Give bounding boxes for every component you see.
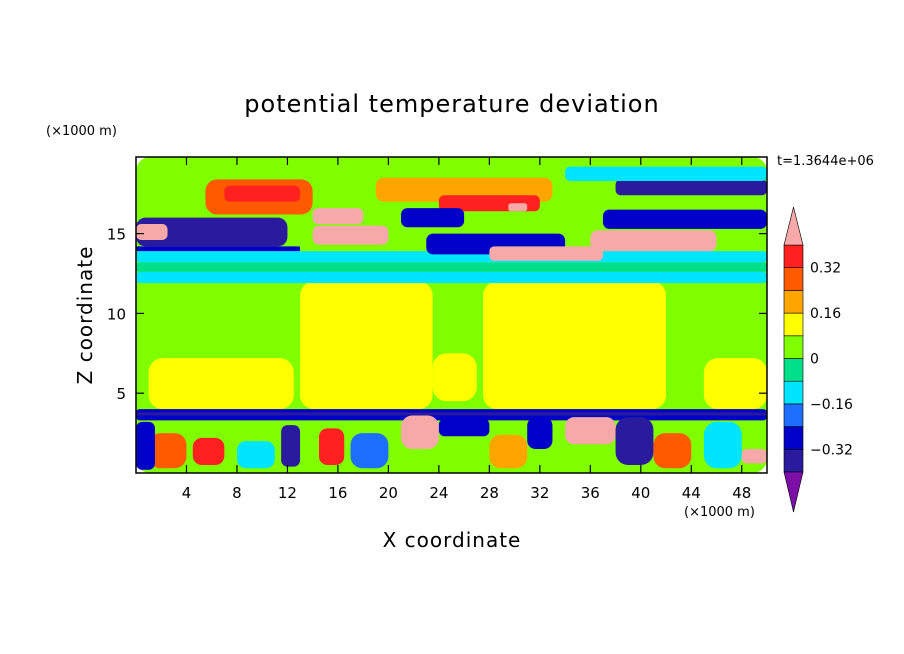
colorbar-label: −0.16 — [810, 397, 853, 413]
contour-region-6 — [703, 358, 767, 410]
x-tick-label: 36 — [581, 484, 600, 502]
contour-region-19 — [508, 203, 528, 212]
contour-region-16 — [312, 225, 389, 245]
colorbar-swatch — [783, 358, 804, 382]
colorbar: 0.32 0.16 0 −0.16 −0.32 — [783, 206, 853, 513]
contour-region-44 — [741, 449, 767, 464]
y-tick-label: 10 — [107, 305, 126, 323]
colorbar-label: 0 — [810, 352, 819, 368]
contour-region-32 — [236, 441, 275, 469]
x-axis-title: X coordinate — [383, 528, 522, 552]
x-unit-label: (×1000 m) — [684, 505, 755, 520]
colorbar-extend-max — [783, 206, 804, 246]
colorbar-swatch — [783, 267, 804, 291]
contour-region-42 — [653, 433, 692, 469]
colorbar-extend-min — [783, 471, 804, 513]
x-tick-label: 12 — [278, 484, 297, 502]
colorbar-swatch — [783, 244, 804, 269]
x-tick-label: 40 — [631, 484, 650, 502]
y-axis-title: Z coordinate — [73, 246, 97, 385]
contour-region-10 — [136, 217, 288, 247]
y-tick-label: 15 — [107, 226, 126, 244]
colorbar-label: 0.16 — [810, 306, 841, 322]
x-tick-label: 16 — [328, 484, 347, 502]
contour-region-5 — [483, 281, 667, 410]
contour-region-28 — [136, 412, 767, 416]
x-axis: 4 8 12 16 20 24 28 32 36 40 44 48 — [182, 157, 751, 502]
colorbar-swatch — [783, 426, 804, 450]
y-unit-label: (×1000 m) — [46, 124, 117, 139]
contour-region-22 — [489, 246, 603, 261]
contour-region-14 — [224, 185, 301, 202]
contour-region-33 — [281, 425, 301, 467]
contour-region-12 — [136, 224, 168, 240]
contour-region-23 — [590, 230, 717, 252]
contour-region-43 — [703, 421, 742, 469]
colorbar-swatch — [783, 448, 804, 473]
contour-region-36 — [401, 415, 439, 450]
x-tick-label: 24 — [429, 484, 448, 502]
colorbar-label: 0.32 — [810, 261, 841, 277]
x-tick-label: 28 — [480, 484, 499, 502]
chart-title: potential temperature deviation — [244, 90, 659, 118]
x-tick-label: 20 — [379, 484, 398, 502]
contour-region-15 — [312, 208, 364, 225]
contour-region-34 — [318, 428, 345, 466]
plot-frame — [135, 156, 768, 474]
contour-region-31 — [136, 421, 155, 470]
x-tick-label: 8 — [232, 484, 242, 502]
colorbar-swatch — [783, 403, 804, 427]
contour-region-8 — [136, 262, 767, 272]
contour-region-37 — [438, 418, 490, 437]
contour-region-35 — [350, 433, 389, 469]
contour-region-11 — [136, 246, 301, 252]
x-tick-label: 48 — [732, 484, 751, 502]
contour-region-29 — [148, 433, 187, 469]
contour-region-24 — [602, 209, 767, 229]
colorbar-label: −0.32 — [810, 442, 853, 458]
contour-region-2 — [148, 358, 294, 410]
contour-region-7 — [136, 271, 767, 284]
contour-region-20 — [401, 208, 465, 228]
contour-region-25 — [615, 179, 767, 196]
time-label: t=1.3644e+06 — [777, 154, 874, 169]
contour-region-39 — [527, 417, 553, 450]
contour-region-4 — [432, 353, 477, 402]
contour-region-41 — [615, 417, 654, 466]
colorbar-swatch — [783, 380, 804, 405]
contour-region-38 — [489, 434, 528, 469]
colorbar-swatch — [783, 290, 804, 314]
contour-region-40 — [565, 417, 616, 445]
contour-region-26 — [565, 166, 767, 181]
x-tick-label: 32 — [530, 484, 549, 502]
contour-region-3 — [300, 281, 433, 410]
colorbar-swatch — [783, 335, 804, 359]
y-tick-label: 5 — [116, 385, 126, 403]
contour-region-30 — [192, 437, 225, 466]
contour-region-9 — [136, 251, 767, 263]
contour-plot-area — [136, 157, 767, 473]
y-axis: 5 10 15 — [107, 226, 767, 403]
colorbar-swatch — [783, 312, 804, 337]
x-tick-label: 4 — [182, 484, 192, 502]
x-tick-label: 44 — [682, 484, 701, 502]
